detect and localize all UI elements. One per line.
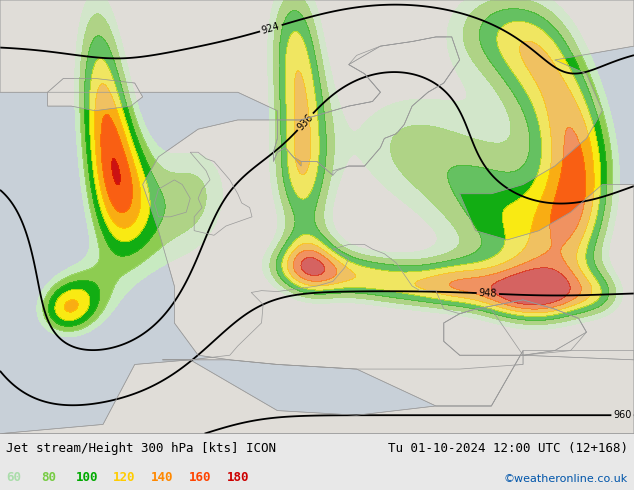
Polygon shape	[0, 0, 634, 406]
Polygon shape	[0, 351, 634, 434]
Text: 140: 140	[151, 471, 173, 484]
Text: 936: 936	[295, 112, 315, 132]
Text: 960: 960	[613, 410, 631, 420]
Polygon shape	[162, 245, 523, 369]
Polygon shape	[444, 300, 586, 355]
Text: 80: 80	[41, 471, 56, 484]
Text: 180: 180	[227, 471, 249, 484]
Text: Jet stream/Height 300 hPa [kts] ICON: Jet stream/Height 300 hPa [kts] ICON	[6, 442, 276, 455]
Polygon shape	[155, 180, 190, 217]
Text: Tu 01-10-2024 12:00 UTC (12+168): Tu 01-10-2024 12:00 UTC (12+168)	[387, 442, 628, 455]
Text: 924: 924	[261, 21, 281, 36]
Polygon shape	[273, 37, 460, 175]
Text: 948: 948	[479, 288, 497, 299]
Text: 160: 160	[189, 471, 211, 484]
Polygon shape	[190, 152, 252, 235]
Text: 120: 120	[113, 471, 135, 484]
Text: 60: 60	[6, 471, 22, 484]
Text: ©weatheronline.co.uk: ©weatheronline.co.uk	[503, 474, 628, 484]
Polygon shape	[48, 78, 143, 111]
Text: 100: 100	[76, 471, 98, 484]
